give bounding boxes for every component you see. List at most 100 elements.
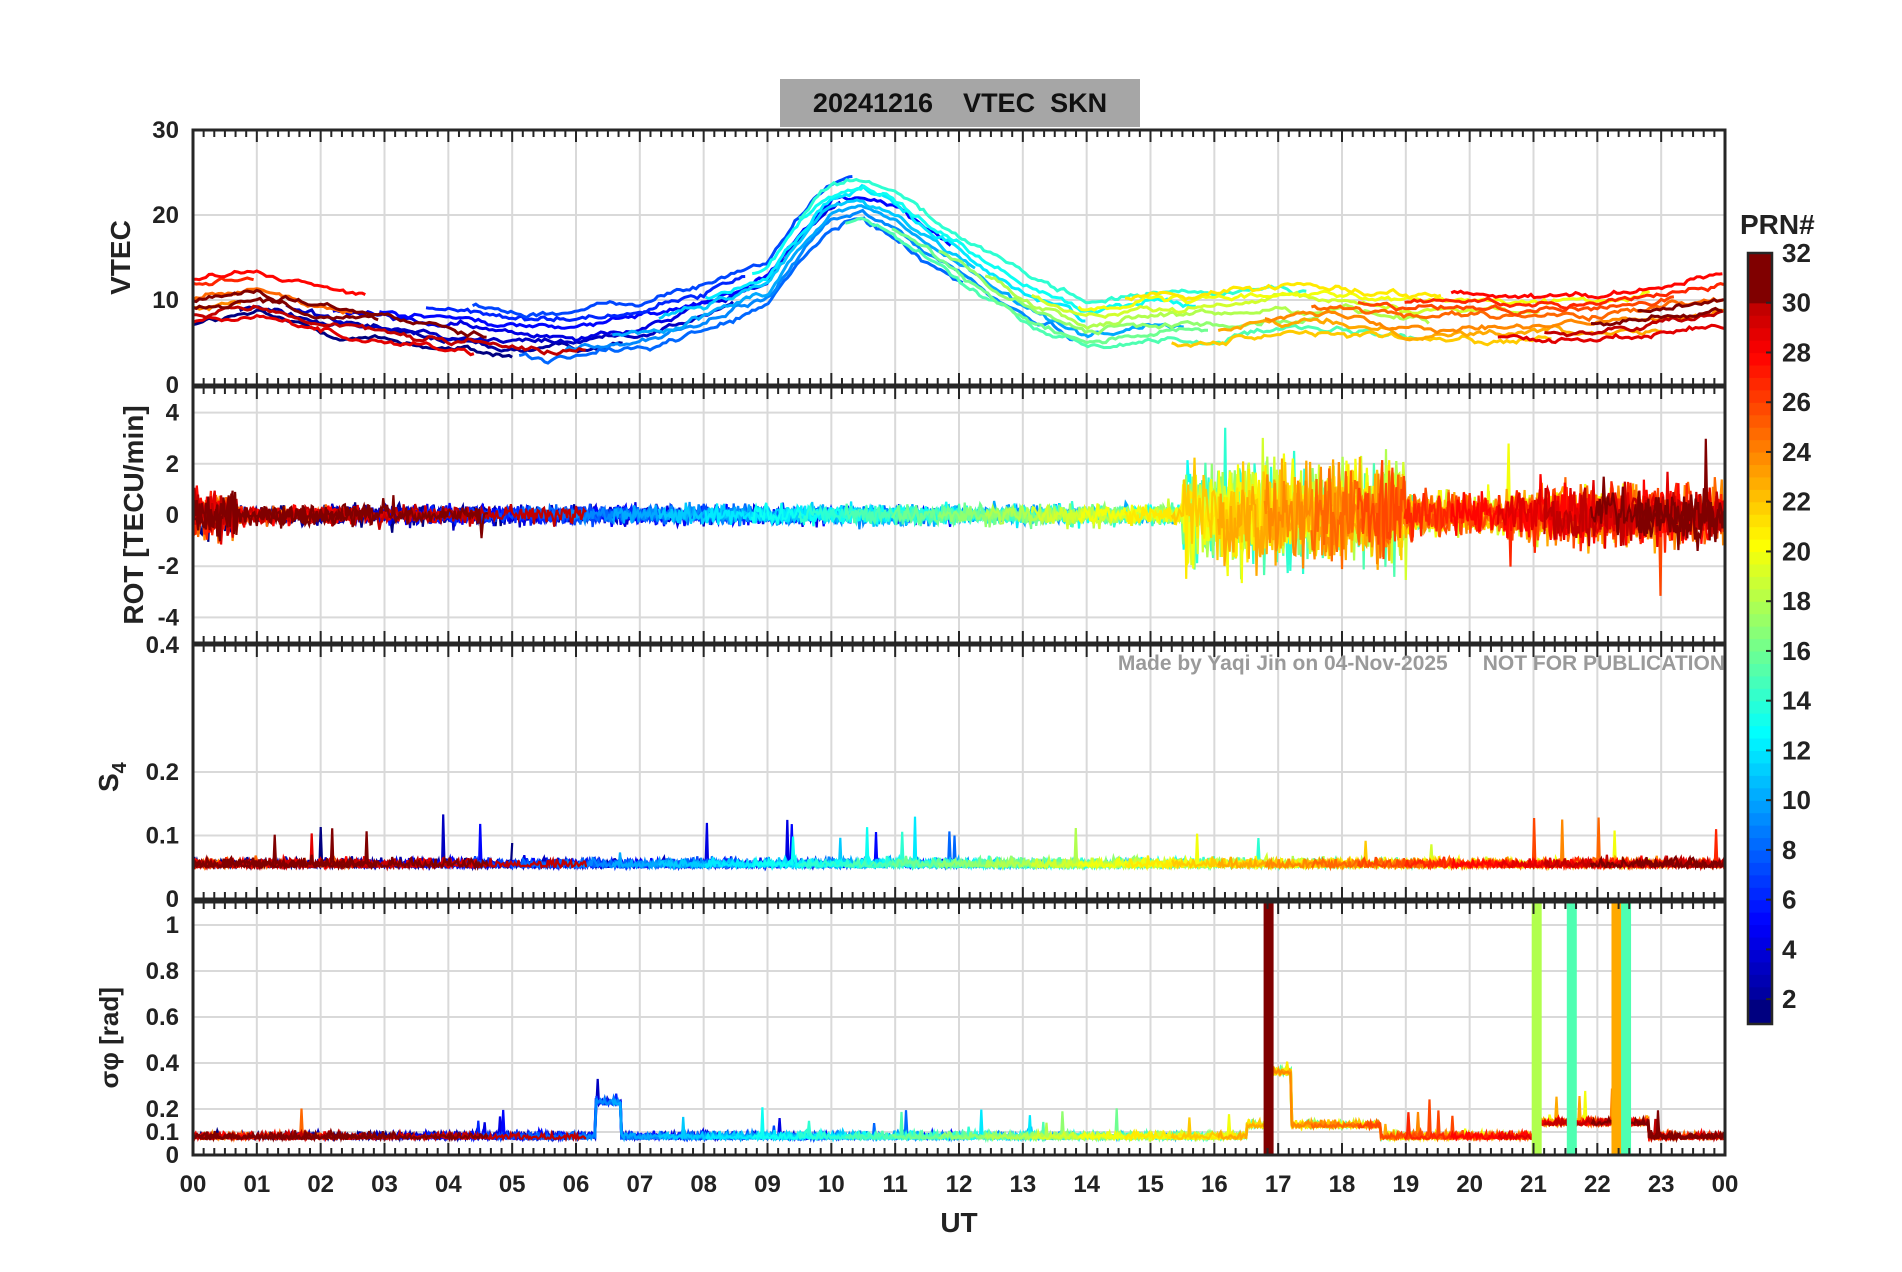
colorbar-segment [1748,340,1772,354]
x-tick-label: 00 [1712,1171,1739,1198]
colorbar-segment [1748,377,1772,391]
y-tick-label: 10 [152,287,179,314]
colorbar-segment [1748,812,1772,826]
colorbar-segment [1748,464,1772,478]
x-tick-label: 05 [499,1171,526,1198]
colorbar-tick-label: 14 [1782,686,1811,716]
x-tick-label: 00 [180,1171,207,1198]
prn-series-line [193,490,489,542]
colorbar-segment [1748,936,1772,950]
series-group [193,902,1725,1155]
prn-series-line [1031,1065,1544,1143]
colorbar-segment [1748,476,1772,490]
watermark: Made by Yaqi Jin on 04-Nov-2025 NOT FOR … [1117,652,1725,675]
colorbar-tick-label: 24 [1782,437,1811,467]
colorbar-segment [1748,663,1772,677]
x-tick-label: 08 [690,1171,717,1198]
x-tick-label: 10 [818,1171,845,1198]
colorbar-tick-label: 4 [1782,934,1797,964]
prn-series-line [1077,289,1650,312]
colorbar-tick-label: 12 [1782,735,1811,765]
prn-series-line [193,296,379,322]
y-tick-label: 4 [166,400,180,427]
colorbar-segment [1748,514,1772,528]
prn-series-line [891,482,1213,570]
prn-series-line [193,487,587,537]
prn-series-line [193,828,489,872]
prn-series-line [471,175,853,320]
colorbar-tick-label: 16 [1782,636,1811,666]
prn-series-line [332,200,842,343]
colorbar-tick-label: 32 [1782,238,1811,268]
colorbar-segment [1748,439,1772,453]
colorbar-segment [1748,364,1772,378]
colorbar-segment [1748,887,1772,901]
prn-series-line [1450,272,1723,300]
colorbar-segment [1748,626,1772,640]
y-tick-label: 0.6 [146,1004,179,1031]
colorbar-segment [1748,315,1772,329]
x-tick-label: 16 [1201,1171,1228,1198]
x-tick-label: 18 [1329,1171,1356,1198]
x-tick-label: 14 [1073,1171,1100,1198]
sigma-spike [1566,902,1577,1155]
colorbar-segment [1748,277,1772,291]
colorbar-segment [1748,489,1772,503]
y-tick-label: 2 [166,451,179,478]
x-tick-label: 04 [435,1171,462,1198]
colorbar-label: PRN# [1740,209,1815,240]
prn-series-line [612,204,1184,339]
colorbar-segment [1748,526,1772,540]
colorbar-segment [1748,551,1772,565]
colorbar-segment [1748,775,1772,789]
y-axis-label: ROT [TECU/min] [118,405,149,624]
colorbar-tick-label: 8 [1782,835,1796,865]
colorbar-segment [1748,427,1772,441]
y-tick-label: -2 [158,553,179,580]
colorbar-tick-label: 20 [1782,536,1811,566]
y-tick-label: 0 [166,502,179,529]
colorbar-segment [1748,800,1772,814]
x-tick-label: 03 [371,1171,398,1198]
y-tick-label: 30 [152,117,179,144]
x-tick-label: 11 [882,1171,907,1198]
colorbar-frame [1746,251,1774,1026]
colorbar-segment [1748,700,1772,714]
x-tick-label: 15 [1137,1171,1164,1198]
series-group [193,427,1725,596]
y-tick-label: 0.8 [146,958,179,985]
prn-series-line [193,276,254,287]
prn-series-line [984,274,1430,331]
prn-series-line [658,198,976,320]
y-axis-label: σφ [rad] [94,987,124,1088]
colorbar-segment [1748,949,1772,963]
colorbar-segment [1748,650,1772,664]
prn-series-line [1636,854,1725,871]
prn-series-line [1544,309,1724,338]
sigma-spike [1531,902,1542,1155]
y-tick-label: 0.1 [146,823,179,850]
colorbar-segment [1748,961,1772,975]
colorbar-segment [1748,414,1772,428]
colorbar-tick-label: 30 [1782,288,1811,318]
x-tick-label: 21 [1520,1171,1547,1198]
prn-series-line [425,275,746,323]
colorbar-segment [1748,402,1772,416]
chart-title: 20241216 VTEC SKN [812,88,1108,118]
prn-series-line [845,216,1417,350]
x-tick-label: 12 [946,1171,973,1198]
y-axis-label: VTEC [105,220,136,295]
x-tick-label: 02 [307,1171,334,1198]
prn-series-line [193,313,475,357]
prn-series-line [705,183,1086,323]
colorbar-segment [1748,849,1772,863]
prn-series-line [238,305,623,354]
colorbar-segment [1748,974,1772,988]
y-tick-label: -4 [158,604,180,631]
colorbar-segment [1748,825,1772,839]
x-tick-label: 20 [1456,1171,1483,1198]
y-tick-label: 0 [166,1142,179,1169]
colorbar-segment [1748,862,1772,876]
